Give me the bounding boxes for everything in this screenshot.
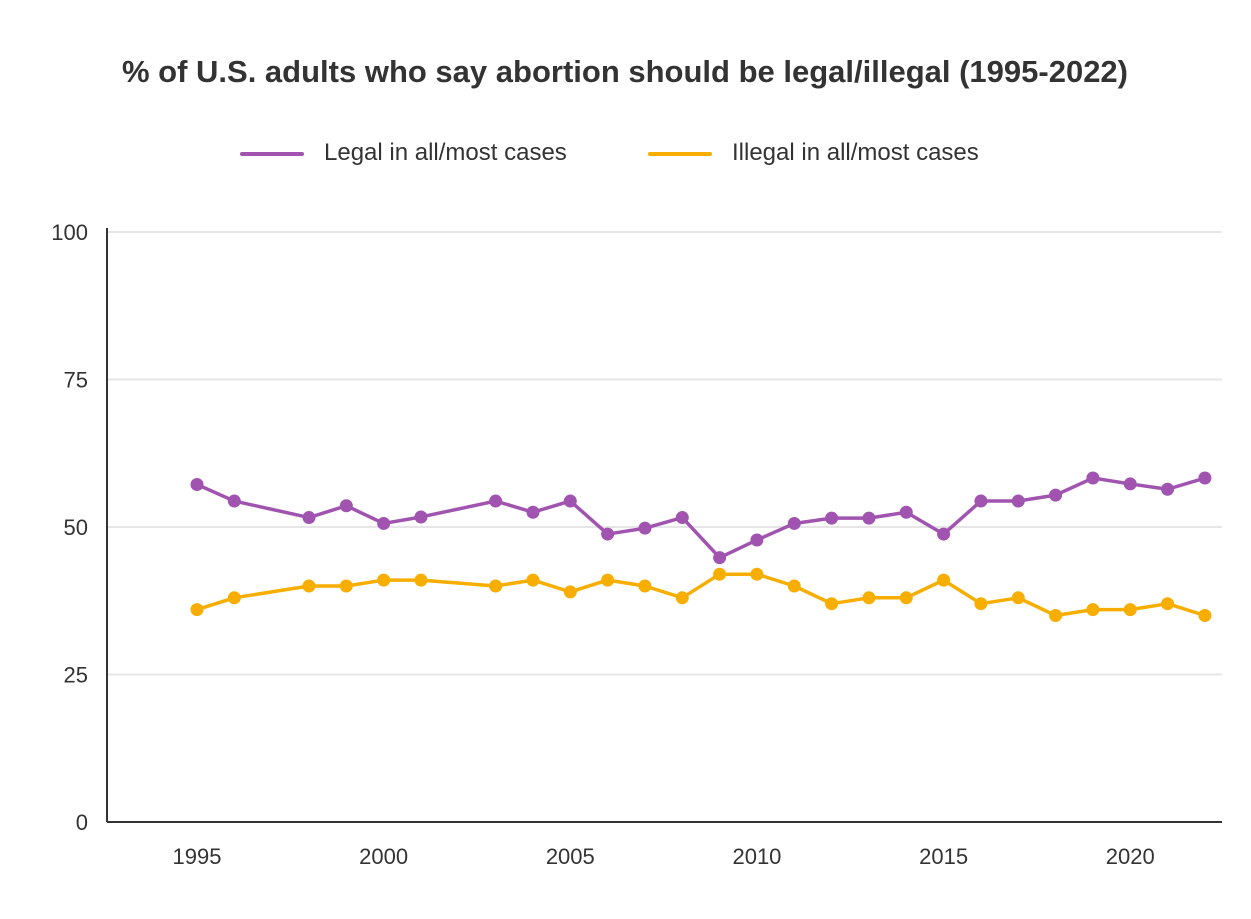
y-tick-label: 0 (76, 810, 88, 835)
data-point (787, 516, 801, 530)
x-tick-label: 2020 (1106, 844, 1155, 869)
chart-title: % of U.S. adults who say abortion should… (122, 54, 1128, 89)
y-tick-label: 25 (64, 663, 88, 688)
data-point (899, 591, 913, 605)
data-point (713, 567, 727, 581)
data-point (825, 597, 839, 611)
data-point (750, 567, 764, 581)
data-point (638, 521, 652, 535)
data-point (1198, 609, 1212, 622)
data-point (937, 527, 951, 541)
data-point (1161, 482, 1175, 496)
data-point (675, 591, 689, 605)
data-point (1198, 471, 1212, 485)
data-point (899, 505, 913, 519)
data-point (825, 511, 839, 525)
data-point (302, 511, 316, 525)
y-tick-label: 100 (51, 220, 88, 245)
data-point (526, 573, 540, 587)
data-point (1123, 477, 1137, 491)
data-point (1049, 488, 1063, 502)
data-point (1011, 494, 1025, 508)
x-tick-label: 2010 (732, 844, 781, 869)
series-illegal (190, 567, 1212, 622)
data-point (1086, 603, 1100, 617)
data-point (1161, 597, 1175, 611)
data-point (713, 551, 727, 565)
data-point (862, 591, 876, 605)
data-point (675, 511, 689, 525)
data-point (190, 478, 204, 492)
data-point (414, 510, 428, 524)
data-point (339, 499, 353, 513)
data-point (1049, 609, 1063, 622)
data-point (638, 579, 652, 593)
data-point (1086, 471, 1100, 485)
data-point (1123, 603, 1137, 617)
data-point (227, 591, 241, 605)
data-point (190, 603, 204, 617)
data-point (489, 579, 503, 593)
legend-label: Illegal in all/most cases (732, 139, 979, 166)
data-point (601, 573, 615, 587)
data-point (377, 516, 391, 530)
gridlines (107, 231, 1222, 676)
legend-label: Legal in all/most cases (324, 139, 567, 166)
data-point (974, 494, 988, 508)
data-point (750, 533, 764, 547)
data-point (563, 494, 577, 508)
legend: Legal in all/most cases Illegal in all/mo… (240, 139, 979, 166)
data-point (1011, 591, 1025, 605)
data-point (862, 511, 876, 525)
x-tick-label: 2000 (359, 844, 408, 869)
series-legal (190, 471, 1212, 565)
data-point (937, 573, 951, 587)
data-point (601, 527, 615, 541)
data-point (302, 579, 316, 593)
axes: 0 25 50 75 100 1995 2000 2005 2010 2015 2020 (51, 220, 1222, 869)
x-tick-label: 1995 (173, 844, 222, 869)
data-point (489, 494, 503, 508)
data-point (526, 505, 540, 519)
data-point (377, 573, 391, 587)
data-point (974, 597, 988, 611)
x-tick-label: 2015 (919, 844, 968, 869)
data-point (563, 585, 577, 599)
data-point (414, 573, 428, 587)
data-point (787, 579, 801, 593)
y-tick-label: 50 (64, 515, 88, 540)
data-point (227, 494, 241, 508)
data-point (339, 579, 353, 593)
y-tick-label: 75 (64, 368, 88, 393)
x-tick-label: 2005 (546, 844, 595, 869)
series-group (190, 471, 1212, 622)
